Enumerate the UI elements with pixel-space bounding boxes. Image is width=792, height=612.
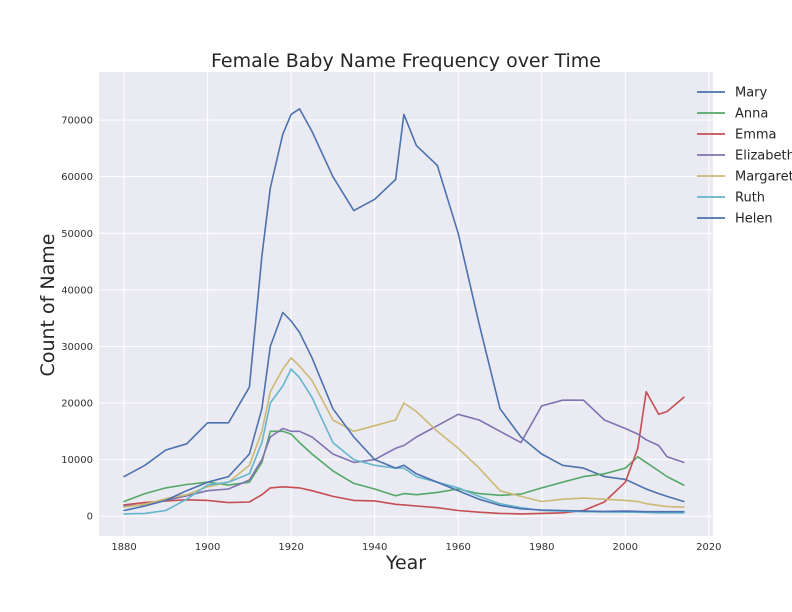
legend-label-mary: Mary (735, 86, 768, 101)
gridlines (99, 72, 713, 536)
y-tick-label: 70000 (61, 116, 93, 127)
legend-label-anna: Anna (735, 107, 768, 122)
legend-label-emma: Emma (735, 128, 777, 143)
series-lines (123, 108, 685, 515)
series-line-helen (123, 311, 685, 513)
x-tick-label: 2000 (613, 542, 638, 553)
x-axis-label: Year (385, 552, 426, 574)
chart-title: Female Baby Name Frequency over Time (211, 50, 601, 72)
y-tick-label: 0 (87, 512, 93, 523)
y-tick-label: 40000 (61, 285, 93, 296)
x-tick-label: 1960 (445, 542, 470, 553)
y-tick-label: 30000 (61, 342, 93, 353)
legend-label-elizabeth: Elizabeth (735, 149, 792, 164)
legend-label-helen: Helen (735, 212, 773, 227)
x-tick-label: 1980 (529, 542, 554, 553)
x-tick-label: 1940 (362, 542, 387, 553)
plot-background (99, 72, 713, 536)
y-tick-label: 10000 (61, 455, 93, 466)
x-tick-label: 1880 (111, 542, 136, 553)
x-tick-label: 1920 (278, 542, 303, 553)
series-line-ruth (123, 368, 685, 515)
y-axis-label: Count of Name (37, 234, 59, 377)
y-tick-label: 20000 (61, 399, 93, 410)
y-tick-label: 50000 (61, 229, 93, 240)
series-line-elizabeth (123, 399, 685, 507)
series-line-margaret (123, 356, 685, 508)
series-line-emma (123, 390, 685, 515)
legend-label-ruth: Ruth (735, 191, 765, 206)
legend: Mary Anna Emma Elizabeth Margaret Ruth Helen (697, 86, 792, 227)
x-tick-label: 2020 (696, 542, 721, 553)
y-tick-labels: 0 10000 20000 30000 40000 50000 60000 70000 (61, 116, 93, 523)
y-tick-label: 60000 (61, 172, 93, 183)
x-tick-labels: 1880 1900 1920 1940 1960 1980 2000 2020 (111, 542, 721, 553)
legend-label-margaret: Margaret (735, 170, 792, 185)
x-tick-label: 1900 (195, 542, 220, 553)
series-line-mary (123, 108, 685, 503)
